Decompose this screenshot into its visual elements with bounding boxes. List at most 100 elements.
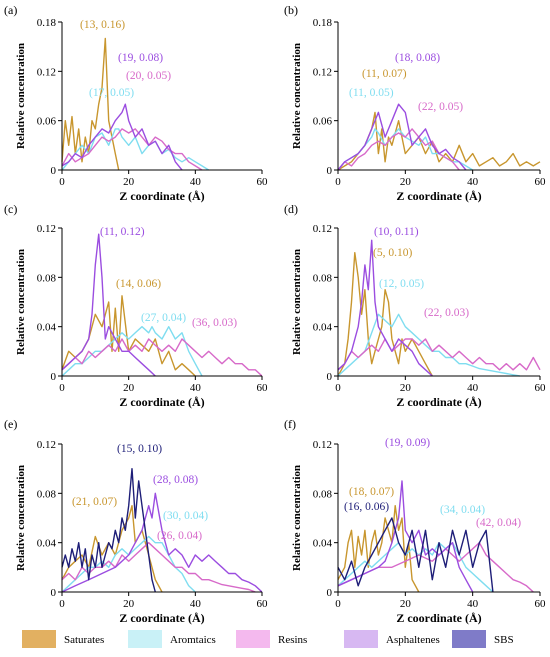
y-tick-label: 0.08 (37, 272, 57, 284)
x-tick-label: 40 (190, 382, 202, 394)
legend-swatch (452, 630, 486, 648)
x-tick-label: 0 (335, 382, 341, 394)
y-tick-label: 0.12 (313, 439, 332, 451)
data-label-resins: (20, 0.05) (126, 70, 171, 82)
legend-item: Asphaltenes (344, 630, 440, 648)
data-label-aromatics: (17, 0.05) (89, 87, 134, 99)
x-tick-label: 40 (467, 176, 479, 188)
chart-panel-c: (c) 0 20 40 60 0 0.04 0.08 0.12 Z coordinate (Å) R… (4, 202, 268, 409)
data-label-aromatics: (34, 0.04) (440, 504, 485, 516)
y-tick-label: 0.12 (37, 223, 56, 235)
legend-item: Saturates (22, 630, 104, 648)
data-label-asphaltenes: (18, 0.08) (395, 52, 440, 64)
series-line-aromatics (337, 128, 474, 171)
y-tick-label: 0.06 (313, 116, 333, 128)
legend-item: SBS (452, 630, 514, 648)
data-label-aromatics: (27, 0.04) (141, 312, 186, 324)
legend-label: SBS (494, 634, 514, 646)
data-label-saturates: (14, 0.06) (116, 278, 161, 290)
data-label-aromatics: (11, 0.05) (349, 87, 394, 99)
legend-label: Aromtaics (170, 634, 216, 646)
x-axis-label: Z coordinate (Å) (396, 395, 481, 409)
y-axis-label: Relative concentration (291, 249, 303, 355)
data-label-saturates: (13, 0.16) (80, 19, 125, 31)
y-axis-label: Relative concentration (15, 249, 27, 355)
data-label-saturates: (5, 0.10) (373, 247, 412, 259)
x-tick-label: 60 (257, 598, 269, 610)
y-tick-label: 0 (51, 165, 57, 177)
x-tick-label: 20 (123, 598, 135, 610)
legend-swatch (22, 630, 56, 648)
data-label-sbs: (16, 0.06) (344, 501, 389, 513)
x-tick-label: 20 (400, 598, 412, 610)
data-label-saturates: (18, 0.07) (349, 486, 394, 498)
series-line-asphaltenes (337, 103, 467, 171)
y-tick-label: 0.04 (37, 322, 57, 334)
x-axis-label: Z coordinate (Å) (119, 395, 204, 409)
series-line-asphaltenes (61, 492, 263, 593)
data-label-asphaltenes: (28, 0.08) (153, 474, 198, 486)
data-label-asphaltenes: (10, 0.11) (374, 226, 419, 238)
series-line-sbs (61, 468, 156, 593)
series-line-aromatics (61, 326, 203, 377)
panel-label: (b) (284, 3, 298, 17)
y-axis-label: Relative concentration (291, 43, 303, 149)
data-label-asphaltenes: (19, 0.08) (118, 52, 163, 64)
y-tick-label: 0.04 (37, 538, 57, 550)
data-label-resins: (26, 0.04) (157, 530, 202, 542)
y-tick-label: 0 (327, 587, 333, 599)
series-line-saturates (337, 251, 433, 377)
data-label-resins: (22, 0.03) (424, 307, 469, 319)
y-tick-label: 0 (51, 587, 57, 599)
x-axis-label: Z coordinate (Å) (119, 611, 204, 625)
data-label-resins: (36, 0.03) (192, 317, 237, 329)
chart-panel-a: (a) 0 20 40 60 0 0.06 0.12 0.18 Z coordinate (Å) R… (4, 3, 268, 203)
data-label-saturates: (21, 0.07) (72, 496, 117, 508)
y-tick-label: 0 (327, 371, 333, 383)
x-tick-label: 0 (335, 176, 341, 188)
x-tick-label: 60 (535, 176, 547, 188)
x-tick-label: 20 (123, 176, 135, 188)
y-tick-label: 0.12 (37, 439, 56, 451)
y-tick-label: 0.08 (313, 272, 333, 284)
legend-label: Asphaltenes (386, 634, 440, 646)
data-label-resins: (22, 0.05) (418, 101, 463, 113)
chart-panel-d: (d) 0 20 40 60 0 0.04 0.08 0.12 Z coordinate (Å) R… (284, 202, 546, 409)
x-tick-label: 60 (257, 382, 269, 394)
y-axis-label: Relative concentration (15, 465, 27, 571)
x-tick-label: 60 (257, 176, 269, 188)
panel-label: (a) (4, 3, 17, 17)
x-tick-label: 0 (59, 598, 65, 610)
series-line-resins (337, 128, 460, 171)
y-tick-label: 0 (51, 371, 57, 383)
chart-panel-b: (b) 0 20 40 60 0 0.06 0.12 0.18 Z coordinate (Å) R… (284, 3, 546, 203)
data-label-asphaltenes: (19, 0.09) (385, 437, 430, 449)
panel-label: (e) (4, 417, 17, 431)
y-tick-label: 0 (327, 165, 333, 177)
series-line-saturates (61, 37, 120, 171)
y-axis-label: Relative concentration (291, 465, 303, 571)
data-label-saturates: (11, 0.07) (362, 68, 407, 80)
legend-swatch (236, 630, 270, 648)
legend-item: Aromtaics (128, 630, 216, 648)
data-label-asphaltenes: (11, 0.12) (100, 226, 145, 238)
legend-swatch (344, 630, 378, 648)
series-line-asphaltenes (337, 480, 474, 593)
series-line-resins (337, 542, 534, 593)
series-line-aromatics (337, 313, 520, 377)
y-axis-label: Relative concentration (15, 43, 27, 149)
x-tick-label: 0 (59, 382, 65, 394)
x-tick-label: 20 (123, 382, 135, 394)
y-tick-label: 0.12 (37, 66, 56, 78)
y-tick-label: 0.18 (313, 17, 333, 29)
legend-item: Resins (236, 630, 307, 648)
legend-label: Resins (278, 634, 307, 646)
data-label-resins: (42, 0.04) (476, 517, 521, 529)
series-line-resins (61, 542, 256, 593)
series-line-resins (61, 338, 263, 377)
legend: Saturates Aromtaics Resins Asphaltenes SBS (22, 630, 514, 648)
y-tick-label: 0.06 (37, 116, 57, 128)
data-label-aromatics: (12, 0.05) (379, 278, 424, 290)
y-tick-label: 0.18 (37, 17, 57, 29)
